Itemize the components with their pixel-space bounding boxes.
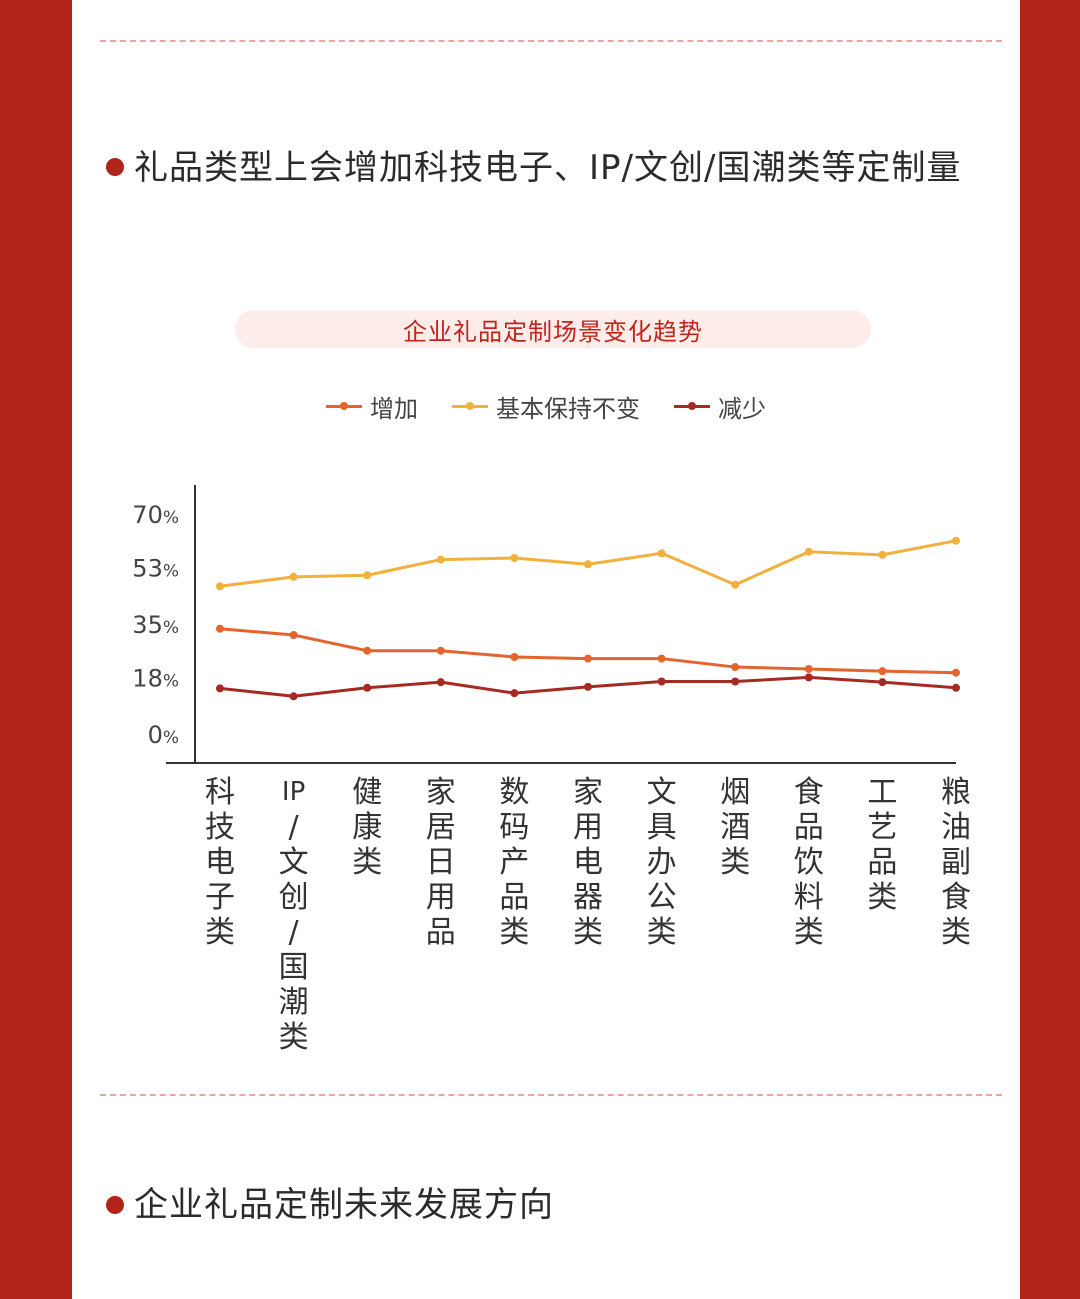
bullet-icon bbox=[106, 1196, 124, 1214]
data-point bbox=[436, 678, 445, 687]
data-point bbox=[289, 692, 298, 701]
legend-item: 增加 bbox=[326, 389, 418, 424]
divider-top bbox=[100, 40, 1002, 42]
x-tick-label: 家用电器类 bbox=[573, 775, 603, 950]
y-tick-label: 53% bbox=[132, 554, 179, 582]
data-point bbox=[657, 654, 666, 663]
legend-label: 基本保持不变 bbox=[496, 394, 640, 423]
chart-legend: 增加 基本保持不变 减少 bbox=[72, 388, 1020, 424]
data-point bbox=[436, 646, 445, 655]
legend-label: 减少 bbox=[718, 394, 766, 423]
data-point bbox=[510, 689, 519, 698]
data-point bbox=[216, 684, 224, 693]
data-point bbox=[289, 572, 298, 581]
data-point bbox=[731, 663, 740, 672]
x-tick-label: 家居日用品 bbox=[425, 775, 456, 950]
data-point bbox=[952, 683, 960, 692]
divider-bottom bbox=[100, 1094, 1002, 1096]
x-tick-label: IP / 文创 / 国潮类 bbox=[278, 777, 309, 1055]
data-point bbox=[289, 631, 298, 639]
x-tick-label: 科技电子类 bbox=[205, 775, 235, 950]
y-tick-label: 35% bbox=[132, 611, 179, 639]
data-point bbox=[216, 624, 224, 633]
data-point bbox=[363, 683, 372, 692]
x-tick-label: 数码产品类 bbox=[499, 775, 530, 950]
legend-label: 增加 bbox=[370, 394, 418, 423]
data-point bbox=[584, 654, 592, 663]
data-point bbox=[216, 582, 224, 591]
y-tick-label: 0% bbox=[148, 721, 179, 749]
data-point bbox=[952, 536, 960, 545]
legend-swatch bbox=[674, 401, 710, 410]
data-point bbox=[731, 580, 740, 589]
data-point bbox=[804, 664, 813, 673]
y-tick-label: 70% bbox=[132, 501, 179, 529]
legend-swatch bbox=[452, 401, 488, 410]
legend-swatch bbox=[326, 401, 362, 410]
section-heading-future: 企业礼品定制未来发展方向 bbox=[134, 1185, 554, 1225]
data-point bbox=[363, 646, 372, 655]
series-line-0 bbox=[219, 627, 957, 675]
x-tick-label: 工艺品类 bbox=[867, 775, 898, 915]
data-point bbox=[804, 547, 813, 556]
line-chart: 0% 18% 35% 53% 70% bbox=[132, 485, 960, 764]
data-point bbox=[584, 560, 592, 569]
section-heading-gift-types: 礼品类型上会增加科技电子、IP/文创/国潮类等定制量 bbox=[134, 148, 962, 188]
legend-item: 减少 bbox=[674, 389, 766, 424]
content-panel: 礼品类型上会增加科技电子、IP/文创/国潮类等定制量 企业礼品定制场景变化趋势 … bbox=[72, 0, 1020, 1299]
data-point bbox=[510, 554, 519, 562]
data-point bbox=[657, 677, 666, 686]
x-tick-label: 食品饮料类 bbox=[793, 775, 824, 950]
x-tick-label: 烟酒类 bbox=[720, 775, 751, 880]
data-point bbox=[510, 653, 519, 661]
x-tick-label: 文具办公类 bbox=[646, 775, 677, 950]
data-point bbox=[878, 550, 887, 559]
data-point bbox=[436, 555, 445, 564]
y-tick-label: 18% bbox=[132, 664, 179, 692]
data-point bbox=[878, 678, 887, 687]
bullet-icon bbox=[106, 158, 124, 176]
legend-item: 基本保持不变 bbox=[452, 389, 640, 424]
data-point bbox=[731, 677, 740, 686]
data-point bbox=[952, 668, 960, 677]
x-tick-label: 粮油副食类 bbox=[941, 775, 971, 950]
chart-title: 企业礼品定制场景变化趋势 bbox=[235, 310, 871, 348]
data-point bbox=[363, 571, 372, 580]
data-point bbox=[584, 682, 592, 691]
data-point bbox=[657, 549, 666, 558]
x-tick-label: 健康类 bbox=[352, 775, 383, 880]
data-point bbox=[878, 667, 887, 676]
data-point bbox=[804, 673, 813, 682]
